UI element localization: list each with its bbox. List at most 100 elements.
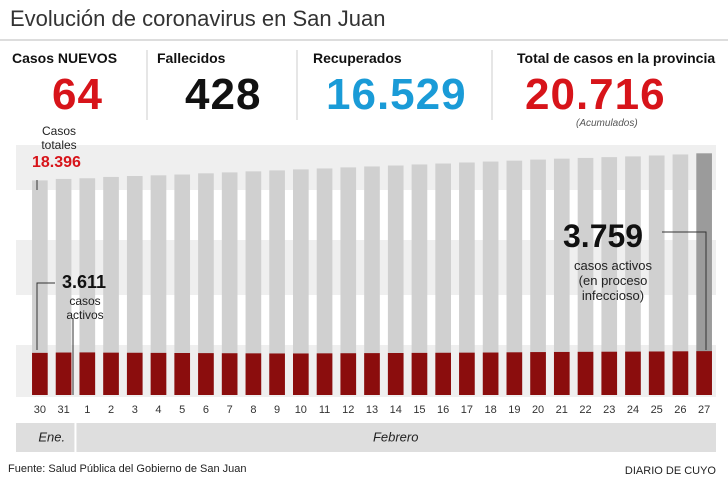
bar xyxy=(32,180,48,395)
bar xyxy=(459,352,475,395)
series-label: casos activos xyxy=(573,258,653,273)
stat-label: Total de casos en la provincia xyxy=(517,50,716,66)
bar xyxy=(198,173,214,395)
stat-value: 20.716 xyxy=(525,70,666,119)
x-tick-label: 27 xyxy=(698,404,710,416)
value-label: 3.759 xyxy=(563,218,644,254)
x-group-label: Febrero xyxy=(373,429,419,444)
x-tick-label: 26 xyxy=(674,404,686,416)
x-tick-label: 6 xyxy=(203,404,209,416)
x-tick-label: 1 xyxy=(84,404,90,416)
bar xyxy=(625,156,641,395)
bar xyxy=(530,352,546,395)
bar xyxy=(601,157,618,395)
x-tick-label: 22 xyxy=(579,404,591,416)
bar xyxy=(32,352,48,395)
bar xyxy=(482,161,499,395)
stat-note: (Acumulados) xyxy=(576,118,638,129)
bars xyxy=(32,153,712,395)
x-tick-label: 19 xyxy=(508,404,520,416)
series-label: Casos totales xyxy=(41,124,77,152)
x-tick-label: 24 xyxy=(627,404,639,416)
bar xyxy=(150,352,167,395)
x-tick-label: 12 xyxy=(342,404,354,416)
bar xyxy=(269,353,285,395)
series-label: casos activos xyxy=(66,294,104,322)
x-tick-label: 14 xyxy=(390,404,402,416)
bar xyxy=(696,351,712,395)
bar xyxy=(553,158,570,395)
bar xyxy=(696,153,712,395)
x-group-label: Ene. xyxy=(38,429,65,444)
x-tick-label: 20 xyxy=(532,404,544,416)
stat-value: 64 xyxy=(52,70,103,119)
month-band xyxy=(16,423,716,452)
bar xyxy=(103,352,119,395)
bar xyxy=(411,352,428,395)
bar xyxy=(435,352,452,395)
stat-value: 16.529 xyxy=(326,70,467,119)
source: Fuente: Salud Pública del Gobierno de Sa… xyxy=(8,463,247,475)
bar xyxy=(55,352,72,395)
bar xyxy=(601,351,618,395)
series-note: (en proceso infeccioso) xyxy=(578,273,648,303)
bar xyxy=(625,351,641,395)
stat-label: Casos NUEVOS xyxy=(12,50,118,66)
stat-label: Recuperados xyxy=(313,50,402,66)
bar xyxy=(174,174,191,395)
bar xyxy=(221,172,238,395)
bar xyxy=(672,351,689,395)
value-label: 3.611 xyxy=(62,272,107,292)
bar xyxy=(55,178,72,395)
bar xyxy=(553,351,570,395)
x-tick-label: 31 xyxy=(57,404,69,416)
bar xyxy=(364,166,380,395)
bar xyxy=(577,351,594,395)
bar xyxy=(530,159,546,395)
bar xyxy=(648,155,665,395)
brand: DIARIO DE CUYO xyxy=(624,465,716,477)
x-tick-label: 2 xyxy=(108,404,114,416)
bar xyxy=(411,164,428,395)
bar xyxy=(316,353,333,395)
bar xyxy=(150,175,167,395)
bar xyxy=(126,352,143,395)
x-tick-label: 16 xyxy=(437,404,449,416)
bar xyxy=(506,160,523,395)
bar xyxy=(198,353,214,395)
bar xyxy=(340,353,357,395)
bar xyxy=(387,165,404,395)
x-tick-label: 13 xyxy=(366,404,378,416)
bar xyxy=(387,353,404,395)
x-tick-label: 30 xyxy=(34,404,46,416)
bar xyxy=(364,353,380,395)
bar xyxy=(126,176,143,395)
bar xyxy=(292,169,309,395)
leader xyxy=(662,231,707,350)
x-tick-label: 17 xyxy=(461,404,473,416)
x-tick-label: 9 xyxy=(274,404,280,416)
bar xyxy=(245,353,262,395)
bar xyxy=(648,351,665,395)
bar xyxy=(577,157,594,395)
x-tick-label: 3 xyxy=(132,404,138,416)
bar xyxy=(174,353,191,395)
x-tick-label: 8 xyxy=(250,404,256,416)
x-tick-label: 18 xyxy=(484,404,496,416)
bar xyxy=(103,176,119,395)
x-tick-label: 23 xyxy=(603,404,615,416)
bar xyxy=(269,170,285,395)
bar xyxy=(79,178,96,395)
x-tick-label: 4 xyxy=(155,404,161,416)
bar xyxy=(292,353,309,395)
value-label: 18.396 xyxy=(32,154,81,171)
stat-label: Fallecidos xyxy=(157,50,226,66)
bar xyxy=(459,162,475,395)
x-tick-label: 7 xyxy=(227,404,233,416)
bar xyxy=(506,352,523,395)
bar xyxy=(316,168,333,395)
x-tick-label: 11 xyxy=(319,404,330,416)
x-tick-label: 10 xyxy=(295,404,307,416)
